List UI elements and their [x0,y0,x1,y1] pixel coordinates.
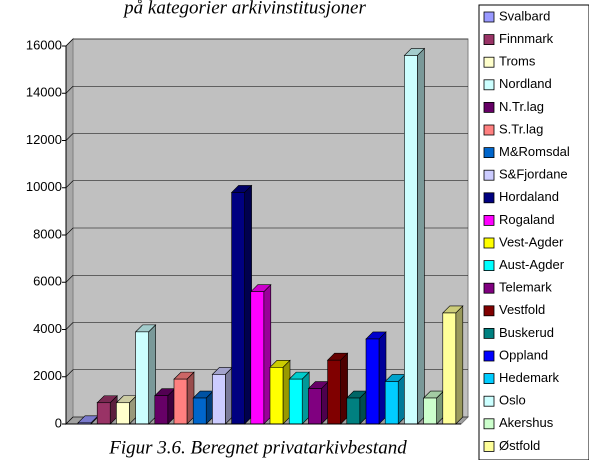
y-tick-label: 14000 [26,85,62,100]
grid-line [65,322,74,330]
y-tick-label: 8000 [33,226,62,241]
y-tick-label: 4000 [33,321,62,336]
bar [231,192,245,425]
y-tick-label: 6000 [33,274,62,289]
bar [173,378,188,425]
bar [192,397,207,425]
bar [269,366,284,425]
y-tick-label: 16000 [26,37,62,52]
grid-line [65,369,74,377]
legend [478,4,589,460]
legend-label: Buskerud [499,325,554,340]
grid-line [65,38,74,47]
legend-label: Hordaland [499,189,559,204]
grid-line [65,180,74,188]
legend-swatch [483,305,495,317]
y-tick-label: 12000 [26,132,62,147]
legend-swatch [483,214,495,226]
legend-swatch [483,11,495,23]
bar [442,312,457,425]
bar [154,395,169,425]
legend-swatch [483,56,495,68]
legend-swatch [483,147,495,159]
legend-swatch [483,395,495,407]
legend-label: Oppland [499,347,548,362]
grid-line [65,133,74,141]
bar [116,402,130,425]
legend-label: Hedemark [499,370,559,385]
y-tick-label: 0 [55,415,62,430]
bar [212,374,226,425]
legend-swatch [483,192,495,204]
legend-swatch [483,124,495,136]
legend-label: S&Fjordane [499,167,568,182]
y-tick-label: 2000 [33,368,62,383]
bar [346,397,361,425]
legend-label: Rogaland [499,212,555,227]
legend-label: Svalbard [499,8,550,23]
bar [96,402,111,425]
chart-title: på kategorier arkivinstitusjoner [122,0,366,18]
bar-side [455,305,464,425]
bar [308,388,322,425]
grid-line [65,227,74,236]
legend-swatch [483,260,495,272]
legend-swatch [483,373,495,385]
bar [365,338,380,425]
legend-label: Aust-Agder [499,257,565,272]
bar-side [417,47,425,425]
legend-swatch [483,418,495,430]
legend-label: Vestfold [499,302,545,317]
legend-label: S.Tr.lag [499,121,543,136]
legend-swatch [483,169,495,181]
legend-swatch [483,282,495,294]
bar [384,381,399,425]
bar [250,291,265,425]
legend-swatch [483,440,495,452]
bar [423,397,437,425]
legend-swatch [483,34,495,45]
legend-label: Telemark [499,280,552,295]
bar [288,378,303,425]
grid-line [65,86,74,94]
y-tick-label: 10000 [26,179,62,194]
bar [404,55,418,425]
legend-label: Troms [499,54,536,69]
legend-swatch [483,79,495,91]
legend-label: Oslo [499,393,526,408]
legend-swatch [483,237,495,249]
legend-swatch [483,102,495,113]
legend-label: Vest-Agder [499,234,564,249]
legend-label: Nordland [499,76,552,91]
legend-label: Akershus [499,415,554,430]
legend-swatch [483,350,495,362]
legend-label: Østfold [499,438,540,453]
legend-label: Finnmark [499,31,554,46]
bar [135,331,149,425]
legend-swatch [483,327,495,339]
legend-label: N.Tr.lag [499,99,544,114]
legend-label: M&Romsdal [499,144,570,159]
figure-caption: Figur 3.6. Beregnet privatarkivbestand [108,437,407,458]
grid-line [65,275,74,283]
grid-line [65,416,74,425]
bar [327,359,341,425]
